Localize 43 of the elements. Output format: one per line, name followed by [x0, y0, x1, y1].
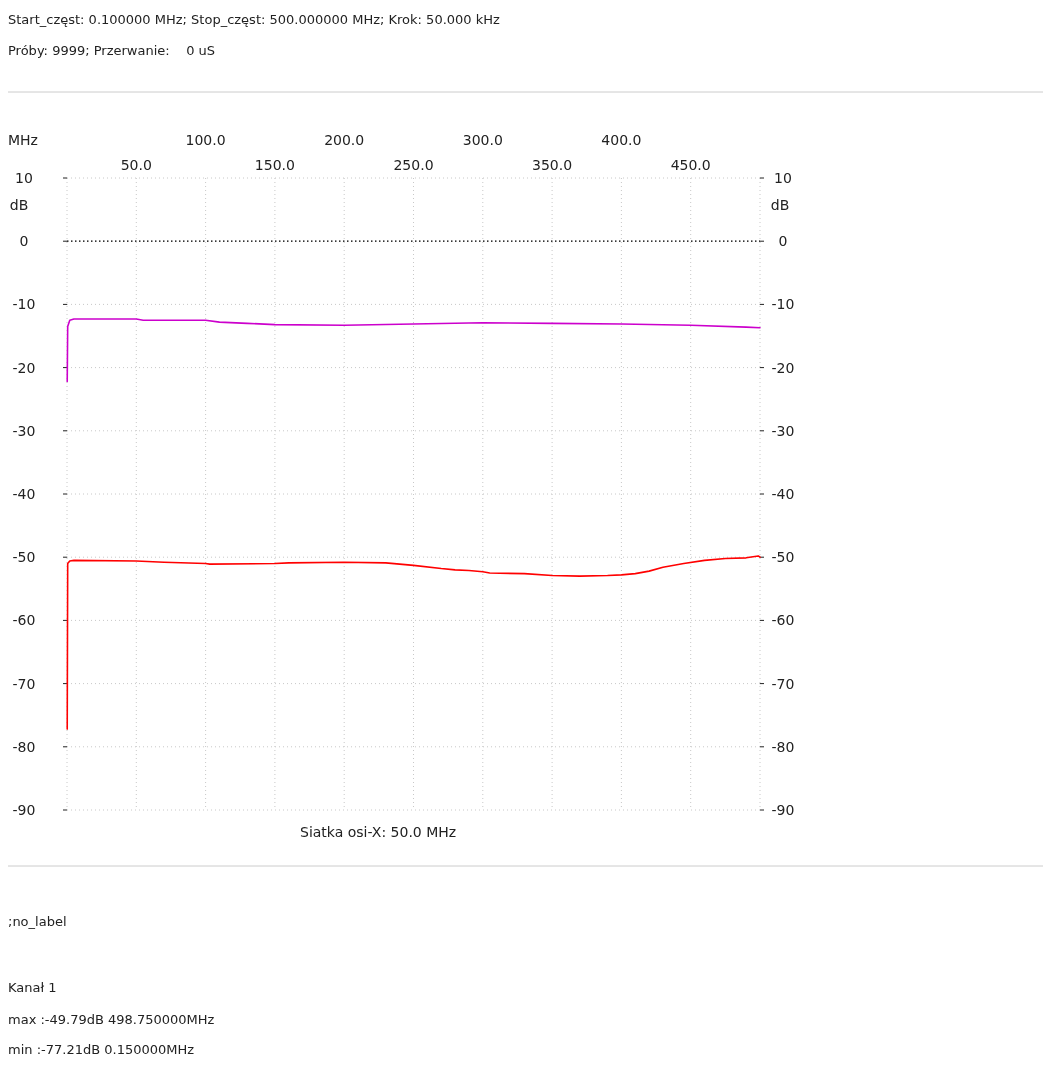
x-tick-label: 450.0 [670, 157, 711, 173]
text: Siatka osi-X: 50.0 MHz [300, 824, 457, 840]
line-series [66, 555, 761, 730]
x-tick-label: 50.0 [120, 157, 152, 173]
x2-tick-label: 200.0 [324, 132, 365, 148]
y-tick-label: -60 [12, 612, 36, 629]
text: min :-77.21dB 0.150000MHz [8, 1042, 195, 1057]
y2-tick-label: -50 [771, 549, 795, 566]
y2-tick-label: -10 [771, 296, 795, 313]
text: Kanał 1 [8, 980, 57, 995]
y2-tick-label: -70 [771, 675, 795, 692]
y-tick-label: -10 [12, 296, 36, 313]
chart-subtitle: Próby: 9999; Przerwanie: 0 uS [8, 43, 216, 58]
x-tick-label: 250.0 [393, 157, 434, 173]
y2-tick-label: 0 [778, 233, 788, 250]
y2-tick-label: -90 [771, 802, 795, 818]
y-tick-label: -30 [12, 422, 36, 439]
text: ;no_label [8, 914, 67, 929]
y-tick-label: 0 [19, 233, 29, 250]
text: max :-49.79dB 498.750000MHz [8, 1012, 215, 1027]
y2-tick-label: -60 [771, 612, 795, 629]
x2-tick-label: 100.0 [185, 132, 226, 148]
y-tick-label: -70 [12, 675, 36, 692]
y-tick-label: -90 [12, 802, 36, 818]
y2-tick-label: -30 [771, 422, 795, 439]
y-axis-title: dB [9, 197, 29, 213]
y2-tick-label: 10 [774, 170, 792, 186]
y-tick-label: -20 [12, 359, 36, 376]
y-tick-label: -80 [12, 738, 36, 755]
x2-tick-label: 400.0 [601, 132, 642, 148]
y-tick-label: -50 [12, 549, 36, 566]
y2-tick-label: -80 [771, 738, 795, 755]
line-series [66, 318, 761, 383]
y2-axis-title: dB [770, 197, 790, 213]
y-tick-label: -40 [12, 486, 36, 502]
chart-title: Start_częst: 0.100000 MHz; Stop_częst: 500.000000 MHz; Krok: 50.000 kHz [8, 12, 501, 27]
x-axis-title: MHz [8, 132, 38, 148]
y2-tick-label: -20 [771, 359, 795, 376]
x2-tick-label: 300.0 [462, 132, 503, 148]
x-tick-label: 150.0 [254, 157, 295, 173]
x-tick-label: 350.0 [532, 157, 573, 173]
y-tick-label: 10 [15, 170, 33, 186]
y2-tick-label: -40 [771, 486, 795, 502]
